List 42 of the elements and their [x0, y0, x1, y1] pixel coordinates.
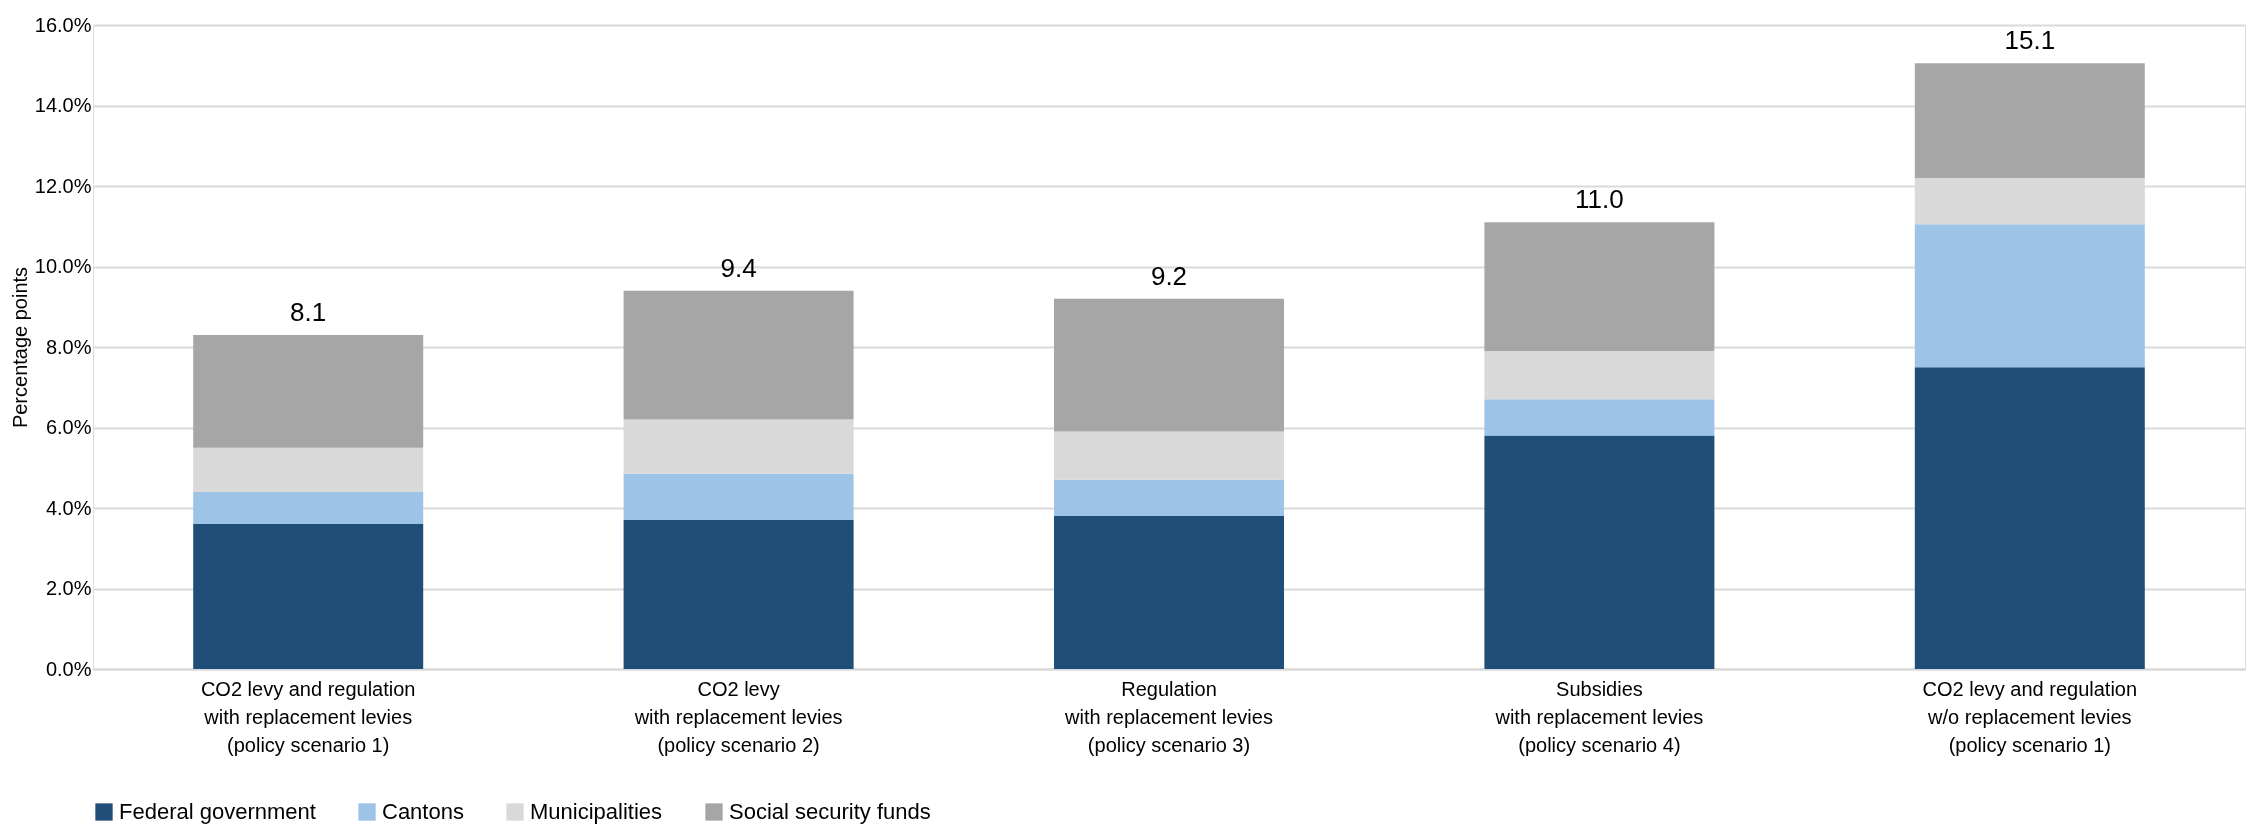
bar	[1054, 431, 1284, 480]
x-tick-label: Subsidies with replacement levies (policy scenario 4)	[1494, 677, 1704, 756]
total-label: 8.1	[290, 296, 327, 327]
bar	[623, 520, 854, 669]
bar	[1484, 222, 1715, 352]
legend-label: Municipalities	[530, 799, 663, 824]
legend-label: Cantons	[382, 799, 464, 824]
x-tick-label: CO2 levy with replacement levies (policy scenario 2)	[633, 677, 843, 756]
y-tick-label: 16.0%	[34, 13, 92, 36]
bar	[1054, 479, 1284, 517]
y-tick-label: 10.0%	[34, 255, 92, 277]
total-label: 11.0	[1575, 184, 1624, 215]
x-tick-label: Regulation with replacement levies (policy scenario 3)	[1064, 677, 1273, 756]
y-tick-label: 14.0%	[34, 94, 92, 116]
bar	[1484, 351, 1715, 400]
bar	[1484, 435, 1715, 669]
y-axis-title: Percentage points	[8, 266, 31, 429]
bar	[1914, 224, 2145, 368]
y-tick-label: 8.0%	[45, 335, 92, 358]
y-tick-label: 4.0%	[45, 496, 92, 519]
total-label: 9.4	[720, 252, 757, 283]
bar	[623, 290, 854, 420]
y-tick-label: 12.0%	[34, 174, 92, 197]
bar	[1914, 63, 2145, 178]
y-tick-label: 0.0%	[45, 657, 92, 680]
total-label: 9.2	[1150, 260, 1188, 291]
bar	[193, 447, 424, 492]
x-tick-label: CO2 levy and regulation with replacement levies (policy scenario 1)	[200, 677, 416, 756]
y-tick-label: 6.0%	[45, 416, 92, 438]
bar	[623, 473, 854, 521]
total-label: 15.1	[2004, 25, 2056, 56]
bar	[193, 334, 424, 448]
bar	[193, 524, 424, 669]
bar	[1484, 399, 1715, 436]
bar	[1054, 298, 1284, 432]
x-tick-label: CO2 levy and regulation w/o replacement levies (policy scenario 1)	[1922, 677, 2138, 756]
legend-label: Federal government	[119, 799, 316, 824]
legend-label: Social security funds	[729, 799, 931, 824]
bar	[1914, 367, 2145, 669]
y-tick-label: 2.0%	[45, 577, 92, 599]
bar	[193, 491, 424, 525]
bar	[1054, 516, 1284, 669]
